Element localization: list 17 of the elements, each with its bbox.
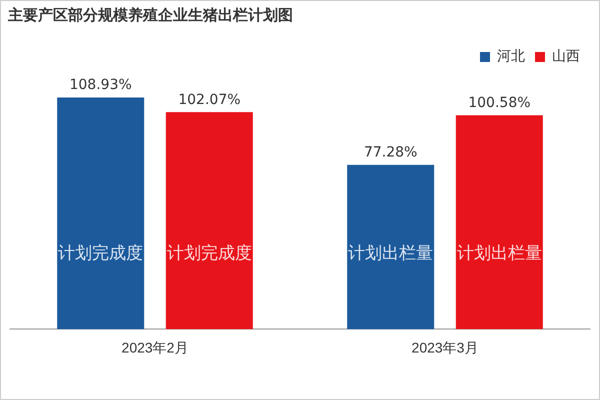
annotation: 计划出栏量 (456, 244, 542, 264)
x-tick-label: 2023年2月 (122, 339, 188, 356)
data-label: 77.28% (364, 144, 418, 160)
bar (57, 98, 144, 330)
annotation: 计划完成度 (166, 244, 252, 264)
legend-label: 河北 (497, 48, 525, 65)
annotation: 计划出栏量 (348, 244, 434, 264)
annotation: 计划完成度 (58, 244, 144, 264)
data-label: 100.58% (468, 94, 531, 111)
bar (347, 164, 434, 330)
bar (166, 112, 253, 330)
x-tick-label: 2023年3月 (412, 339, 478, 356)
legend-label: 山西 (552, 48, 580, 65)
chart-title: 主要产区部分规模养殖企业生猪出栏计划图 (8, 6, 293, 25)
data-label: 108.93% (69, 77, 132, 94)
data-label: 102.07% (178, 92, 241, 108)
bar (456, 115, 543, 330)
